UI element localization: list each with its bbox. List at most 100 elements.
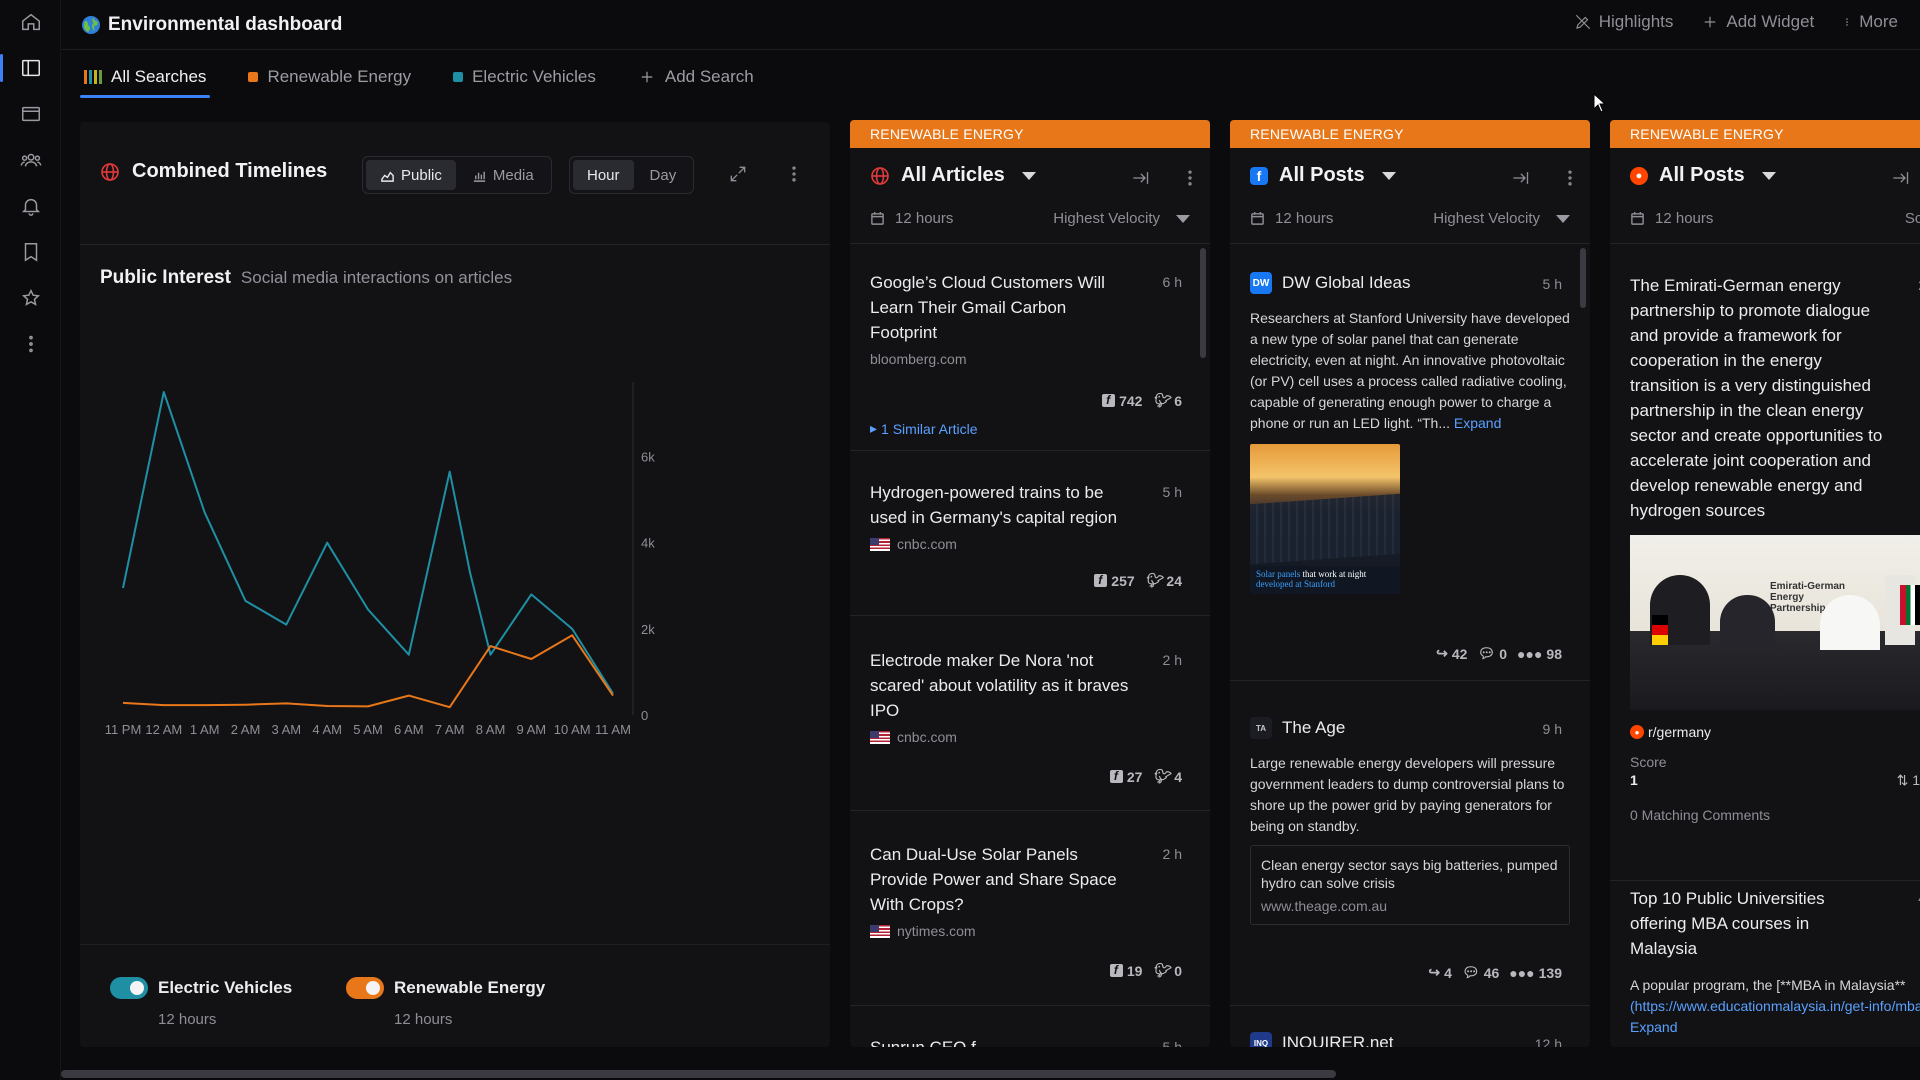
media-toggle-button[interactable]: Media xyxy=(458,160,548,190)
article-item[interactable]: Can Dual-Use Solar Panels Provide Power … xyxy=(870,842,1190,979)
article-stats: 742 🐦︎6 xyxy=(1102,392,1182,409)
nav-alerts[interactable] xyxy=(0,186,61,226)
public-toggle-button[interactable]: Public xyxy=(366,160,456,190)
solar-panels-image[interactable]: Solar panels that work at night develope… xyxy=(1250,444,1400,594)
horizontal-scrollbar[interactable] xyxy=(61,1066,1920,1080)
time-window[interactable]: 12 hours xyxy=(1655,210,1714,227)
reactions-icon: ●●● xyxy=(1517,645,1543,662)
app-title: Environmental dashboard xyxy=(108,13,343,35)
article-headline[interactable]: Hydrogen-powered trains to be used in Ge… xyxy=(870,483,1118,527)
users-icon xyxy=(20,153,41,167)
nav-browser[interactable] xyxy=(0,94,61,134)
article-item[interactable]: Sunrun CEO f... ... 5 h xyxy=(870,1035,1190,1047)
x-tick-label: 9 AM xyxy=(517,722,547,737)
time-window[interactable]: 12 hours xyxy=(895,210,954,227)
vertical-dots-icon[interactable] xyxy=(1180,168,1200,188)
column-title[interactable]: All Posts xyxy=(1279,164,1365,186)
export-arrow-icon[interactable] xyxy=(1510,168,1530,188)
export-arrow-icon[interactable] xyxy=(1890,168,1910,188)
expand-arrows-icon[interactable] xyxy=(728,164,748,184)
nav-people[interactable] xyxy=(0,140,61,180)
post-item[interactable]: The Emirati-German energy partnership to… xyxy=(1630,273,1920,823)
x-tick-label: 10 AM xyxy=(554,722,591,737)
post-item[interactable]: TA The Age 9 h Large renewable energy de… xyxy=(1250,717,1570,981)
tab-add-search[interactable]: Add Search xyxy=(634,62,758,92)
sort-dropdown[interactable]: Highest Velocity xyxy=(1053,210,1190,227)
nav-dashboards[interactable] xyxy=(0,48,61,88)
similar-label: 1 Similar Article xyxy=(881,420,978,437)
article-item[interactable]: Google’s Cloud Customers Will Learn Thei… xyxy=(870,270,1190,437)
similar-articles-link[interactable]: ▸ 1 Similar Article xyxy=(870,420,978,437)
series-toggle[interactable] xyxy=(110,977,148,999)
article-headline[interactable]: Sunrun CEO f... ... xyxy=(870,1035,1130,1047)
article-item[interactable]: Hydrogen-powered trains to be used in Ge… xyxy=(870,480,1190,589)
x-tick-label: 8 AM xyxy=(476,722,506,737)
more-button[interactable]: More xyxy=(1842,12,1898,32)
tab-label: Renewable Energy xyxy=(267,67,412,86)
vertical-dots-icon xyxy=(28,335,33,353)
column-scrollbar[interactable] xyxy=(1580,248,1586,308)
article-headline[interactable]: Can Dual-Use Solar Panels Provide Power … xyxy=(870,845,1117,914)
chevron-down-icon[interactable] xyxy=(1021,171,1036,180)
tab-label: All Searches xyxy=(111,67,207,86)
link-preview[interactable]: Clean energy sector says big batteries, … xyxy=(1250,845,1570,925)
sort-dropdown[interactable]: Score xyxy=(1905,210,1920,227)
post-author[interactable]: INQ INQUIRER.net xyxy=(1250,1032,1570,1047)
vertical-dots-icon[interactable] xyxy=(1560,168,1580,188)
scroll-thumb[interactable] xyxy=(61,1070,1336,1078)
post-item[interactable]: INQ INQUIRER.net 12 h xyxy=(1250,1032,1570,1047)
article-source: bloomberg.com xyxy=(870,351,1190,367)
layout-columns-icon xyxy=(21,59,40,77)
expand-link[interactable]: Expand xyxy=(1453,415,1502,431)
post-text[interactable]: The Emirati-German energy partnership to… xyxy=(1630,276,1883,520)
series-toggle[interactable] xyxy=(346,977,384,999)
expand-link[interactable]: Expand xyxy=(1630,1019,1678,1035)
column-scrollbar[interactable] xyxy=(1200,248,1206,358)
tab-all-searches[interactable]: All Searches xyxy=(80,62,211,98)
hour-toggle-button[interactable]: Hour xyxy=(573,160,634,190)
time-window[interactable]: 12 hours xyxy=(1275,210,1334,227)
legend-window: 12 hours xyxy=(394,1011,453,1028)
post-author[interactable]: TA The Age xyxy=(1250,717,1570,739)
post-item[interactable]: Top 10 Public Universities offering MBA … xyxy=(1630,886,1920,1038)
source-domain: cnbc.com xyxy=(897,536,957,552)
nav-home[interactable] xyxy=(0,2,61,42)
plus-icon xyxy=(1705,16,1716,28)
article-stats: 19 🐦︎0 xyxy=(1109,962,1182,979)
subreddit-link[interactable]: ● r/germany xyxy=(1630,724,1920,740)
sort-dropdown[interactable]: Highest Velocity xyxy=(1433,210,1570,227)
web-globe-icon xyxy=(101,162,119,181)
nav-ai[interactable] xyxy=(0,278,61,318)
tab-label: Electric Vehicles xyxy=(472,67,596,86)
tab-electric-vehicles[interactable]: Electric Vehicles xyxy=(449,62,600,92)
chevron-down-icon[interactable] xyxy=(1761,171,1776,180)
export-arrow-icon[interactable] xyxy=(1130,168,1150,188)
post-body: A popular program, the [**MBA in Malaysi… xyxy=(1630,977,1920,1035)
add-widget-button[interactable]: Add Widget xyxy=(1701,12,1814,32)
post-age: 9 h xyxy=(1542,721,1562,737)
divider xyxy=(1610,243,1920,244)
tab-renewable-energy[interactable]: Renewable Energy xyxy=(244,62,415,92)
sort-label: Highest Velocity xyxy=(1053,210,1160,227)
column-title[interactable]: All Articles xyxy=(901,164,1005,186)
article-headline[interactable]: Google’s Cloud Customers Will Learn Thei… xyxy=(870,273,1105,342)
vertical-dots-icon[interactable] xyxy=(784,164,804,184)
public-label: Public xyxy=(401,166,442,184)
nav-more[interactable] xyxy=(0,324,61,364)
column-banner: RENEWABLE ENERGY xyxy=(1610,120,1920,148)
post-text[interactable]: Top 10 Public Universities offering MBA … xyxy=(1630,889,1825,958)
matching-comments[interactable]: 0 Matching Comments xyxy=(1630,807,1771,823)
article-headline[interactable]: Electrode maker De Nora 'not scared' abo… xyxy=(870,651,1129,720)
twitter-bird-icon: 🐦︎ xyxy=(1152,392,1171,408)
subreddit-name: r/germany xyxy=(1648,724,1712,740)
chevron-down-icon[interactable] xyxy=(1381,171,1396,180)
day-toggle-button[interactable]: Day xyxy=(636,160,691,190)
nav-bookmarks[interactable] xyxy=(0,232,61,272)
post-item[interactable]: DW DW Global Ideas 5 h Researchers at St… xyxy=(1250,272,1570,662)
highlights-button[interactable]: Highlights xyxy=(1574,12,1673,32)
post-author[interactable]: DW DW Global Ideas xyxy=(1250,272,1570,294)
column-title[interactable]: All Posts xyxy=(1659,164,1745,186)
signing-ceremony-image[interactable]: Emirati-German Energy Partnership xyxy=(1630,535,1920,710)
x-tick-label: 3 AM xyxy=(272,722,302,737)
article-item[interactable]: Electrode maker De Nora 'not scared' abo… xyxy=(870,648,1190,785)
